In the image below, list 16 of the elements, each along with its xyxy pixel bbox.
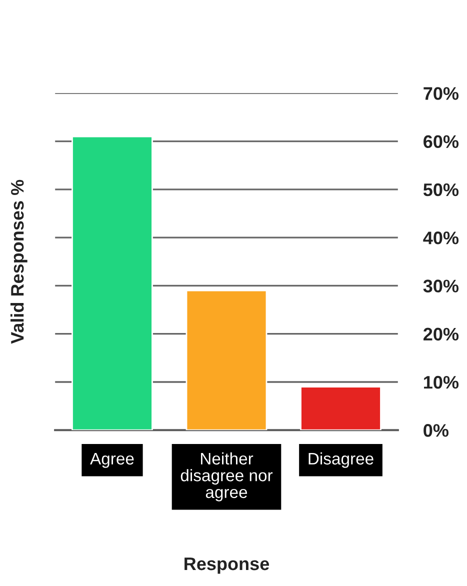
bar bbox=[186, 290, 268, 430]
y-tick-label: 30% bbox=[423, 280, 459, 292]
bar bbox=[72, 136, 153, 430]
y-axis-title: Valid Responses % bbox=[10, 180, 28, 344]
y-tick-label: 40% bbox=[423, 232, 459, 244]
x-axis-title: Response bbox=[184, 558, 270, 574]
bar bbox=[300, 386, 382, 430]
y-tick-label: 60% bbox=[424, 135, 459, 148]
y-tick-label: 20% bbox=[424, 328, 459, 341]
y-tick-label: 70% bbox=[424, 87, 459, 100]
x-tick-label: Neither disagree nor agree bbox=[180, 452, 273, 502]
x-tick-label: Disagree bbox=[308, 452, 374, 468]
x-tick-label: Agree bbox=[90, 452, 134, 468]
y-tick-label: 10% bbox=[424, 376, 459, 389]
y-tick-label: 50% bbox=[423, 183, 459, 196]
y-tick-label: 0% bbox=[424, 424, 449, 437]
